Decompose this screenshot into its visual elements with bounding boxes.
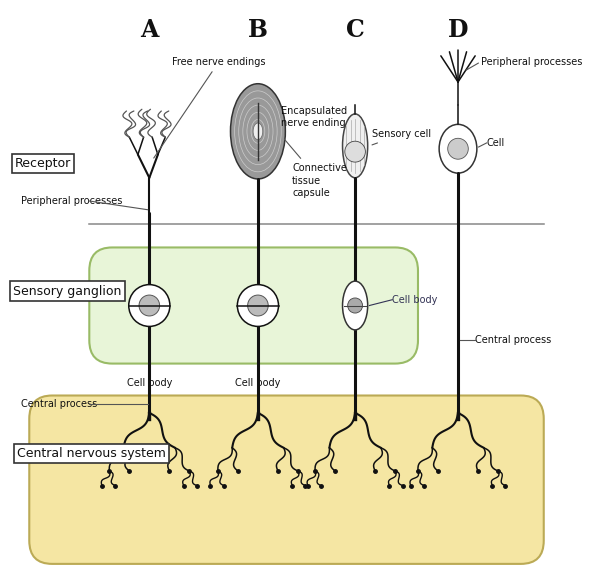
Text: C: C xyxy=(346,18,364,42)
Text: Cell: Cell xyxy=(487,138,505,148)
Text: A: A xyxy=(140,18,158,42)
FancyBboxPatch shape xyxy=(89,247,418,364)
Ellipse shape xyxy=(253,123,263,140)
Text: Encapsulated
nerve ending: Encapsulated nerve ending xyxy=(281,105,347,128)
Ellipse shape xyxy=(343,114,368,178)
Circle shape xyxy=(129,285,170,327)
Text: Cell body: Cell body xyxy=(235,378,281,388)
Circle shape xyxy=(238,285,278,327)
Circle shape xyxy=(345,141,365,162)
Text: Central nervous system: Central nervous system xyxy=(17,447,166,460)
Ellipse shape xyxy=(439,125,477,173)
Text: Cell body: Cell body xyxy=(392,294,437,305)
Text: B: B xyxy=(248,18,268,42)
Text: Connective
tissue
capsule: Connective tissue capsule xyxy=(284,139,347,198)
Circle shape xyxy=(448,139,468,159)
Text: Sensory ganglion: Sensory ganglion xyxy=(13,285,122,297)
Circle shape xyxy=(347,298,362,313)
Text: Central process: Central process xyxy=(475,335,551,345)
Text: Central process: Central process xyxy=(21,399,97,409)
Text: Peripheral processes: Peripheral processes xyxy=(481,56,582,67)
Circle shape xyxy=(139,295,160,316)
Text: Receptor: Receptor xyxy=(15,157,71,170)
Ellipse shape xyxy=(343,281,368,330)
FancyBboxPatch shape xyxy=(29,396,544,564)
Circle shape xyxy=(248,295,268,316)
Text: Cell body: Cell body xyxy=(127,378,172,388)
Ellipse shape xyxy=(230,84,286,179)
Text: Free nerve endings: Free nerve endings xyxy=(154,56,266,158)
Text: Sensory cell: Sensory cell xyxy=(372,129,431,145)
Text: D: D xyxy=(448,18,468,42)
Text: Peripheral processes: Peripheral processes xyxy=(21,196,122,206)
